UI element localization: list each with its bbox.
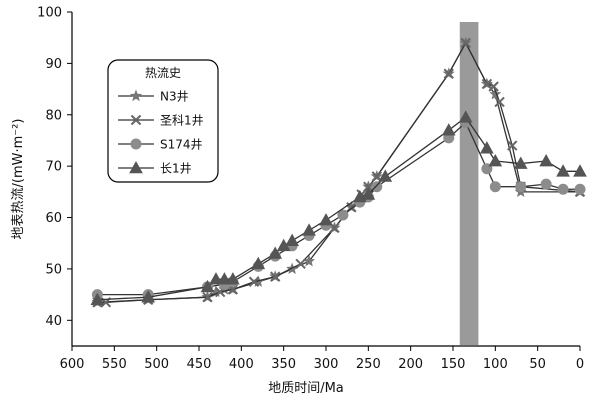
data-point-s3-14 [371, 181, 383, 193]
legend-marker-4 [129, 160, 143, 174]
data-point-s2-6 [227, 284, 239, 295]
data-point-s4-3 [200, 279, 215, 293]
legend-marker-2 [130, 114, 142, 126]
legend-label-2: 圣科1井 [160, 114, 204, 128]
y-tick-label-50: 50 [45, 262, 62, 277]
highlight-band-layer [459, 22, 479, 345]
x-axis-title: 地质时间/Ma [268, 381, 344, 396]
data-point-s4-11 [302, 223, 316, 236]
x-tick-label-50: 50 [529, 357, 546, 372]
data-point-s4-14 [361, 187, 376, 200]
data-point-s4-20 [513, 156, 528, 169]
data-point-s3-21 [557, 183, 569, 195]
x-tick-label-300: 300 [314, 357, 339, 372]
legend-label-3: S174井 [160, 138, 203, 152]
data-point-s4-6 [226, 272, 240, 285]
data-point-s4-22 [556, 164, 570, 177]
legend-marker-1 [129, 89, 143, 102]
data-point-s1-18 [489, 87, 502, 100]
data-point-s2-18 [488, 81, 499, 92]
data-point-s2-7 [248, 276, 260, 287]
series-layer [90, 36, 587, 308]
y-tick-label-70: 70 [45, 160, 62, 175]
data-point-s2-4 [202, 291, 213, 303]
y-tick-label-80: 80 [45, 108, 62, 123]
data-point-s4-23 [573, 164, 587, 177]
x-tick-label-500: 500 [144, 357, 169, 372]
data-point-s2-16 [460, 37, 471, 49]
y-tick-label-40: 40 [45, 314, 62, 329]
data-point-s2-20 [507, 140, 518, 151]
legend-item-1: N3井 [118, 90, 189, 104]
data-point-s2-8 [269, 271, 281, 282]
ticks-layer: 600 550 500 450 400 350 300 250 200 150 100 50 04050… [37, 6, 584, 373]
data-point-s2-9 [295, 258, 306, 269]
legend-label-1: N3井 [160, 90, 189, 104]
y-axis-title: 地表热流/(mW·m⁻²) [11, 119, 26, 240]
legend-title: 热流史 [145, 66, 181, 80]
data-point-s3-11 [337, 209, 349, 221]
x-tick-label-200: 200 [398, 357, 423, 372]
data-point-s4-15 [378, 169, 393, 182]
legend-item-3: S174井 [118, 138, 203, 152]
data-point-s4-7 [251, 256, 266, 270]
data-point-s4-8 [268, 246, 283, 259]
series-4 [90, 110, 587, 306]
x-tick-label-0: 0 [576, 357, 584, 372]
data-point-s1-10 [303, 254, 316, 267]
x-tick-label-450: 450 [187, 357, 212, 372]
data-point-s3-22 [574, 183, 586, 195]
data-point-s4-16 [441, 123, 456, 136]
data-point-s3-18 [489, 181, 501, 193]
data-point-s4-10 [285, 233, 299, 246]
data-point-s3-20 [540, 178, 552, 190]
data-point-s2-17 [481, 78, 493, 90]
data-point-s4-19 [488, 153, 503, 167]
data-point-s2-13 [363, 181, 374, 192]
data-point-s2-15 [443, 68, 454, 79]
x-tick-label-400: 400 [229, 357, 254, 372]
y-tick-label-100: 100 [37, 6, 62, 21]
data-point-s4-4 [209, 272, 223, 285]
legend-item-4: 长1井 [118, 160, 192, 176]
legend-marker-3 [130, 138, 142, 150]
data-point-s2-19 [494, 96, 505, 108]
data-point-s4-1 [90, 292, 105, 306]
data-point-s3-19 [515, 181, 527, 193]
data-point-s4-2 [141, 290, 156, 303]
legend-box [107, 59, 219, 183]
x-tick-label-250: 250 [356, 357, 381, 372]
y-tick-label-90: 90 [45, 57, 62, 72]
y-tick-label-60: 60 [45, 211, 62, 226]
highlight-band [459, 22, 479, 345]
data-point-s4-5 [217, 272, 232, 285]
data-point-s4-18 [480, 141, 494, 154]
x-tick-label-600: 600 [60, 357, 85, 372]
x-tick-label-100: 100 [483, 357, 508, 372]
data-point-s4-21 [539, 153, 553, 167]
legend-item-2: 圣科1井 [118, 114, 204, 128]
data-point-s4-12 [319, 213, 333, 226]
data-point-s4-17 [458, 110, 473, 123]
legend-label-4: 长1井 [160, 162, 192, 176]
x-tick-label-550: 550 [102, 357, 127, 372]
x-tick-label-350: 350 [271, 357, 296, 372]
x-tick-label-150: 150 [441, 357, 466, 372]
